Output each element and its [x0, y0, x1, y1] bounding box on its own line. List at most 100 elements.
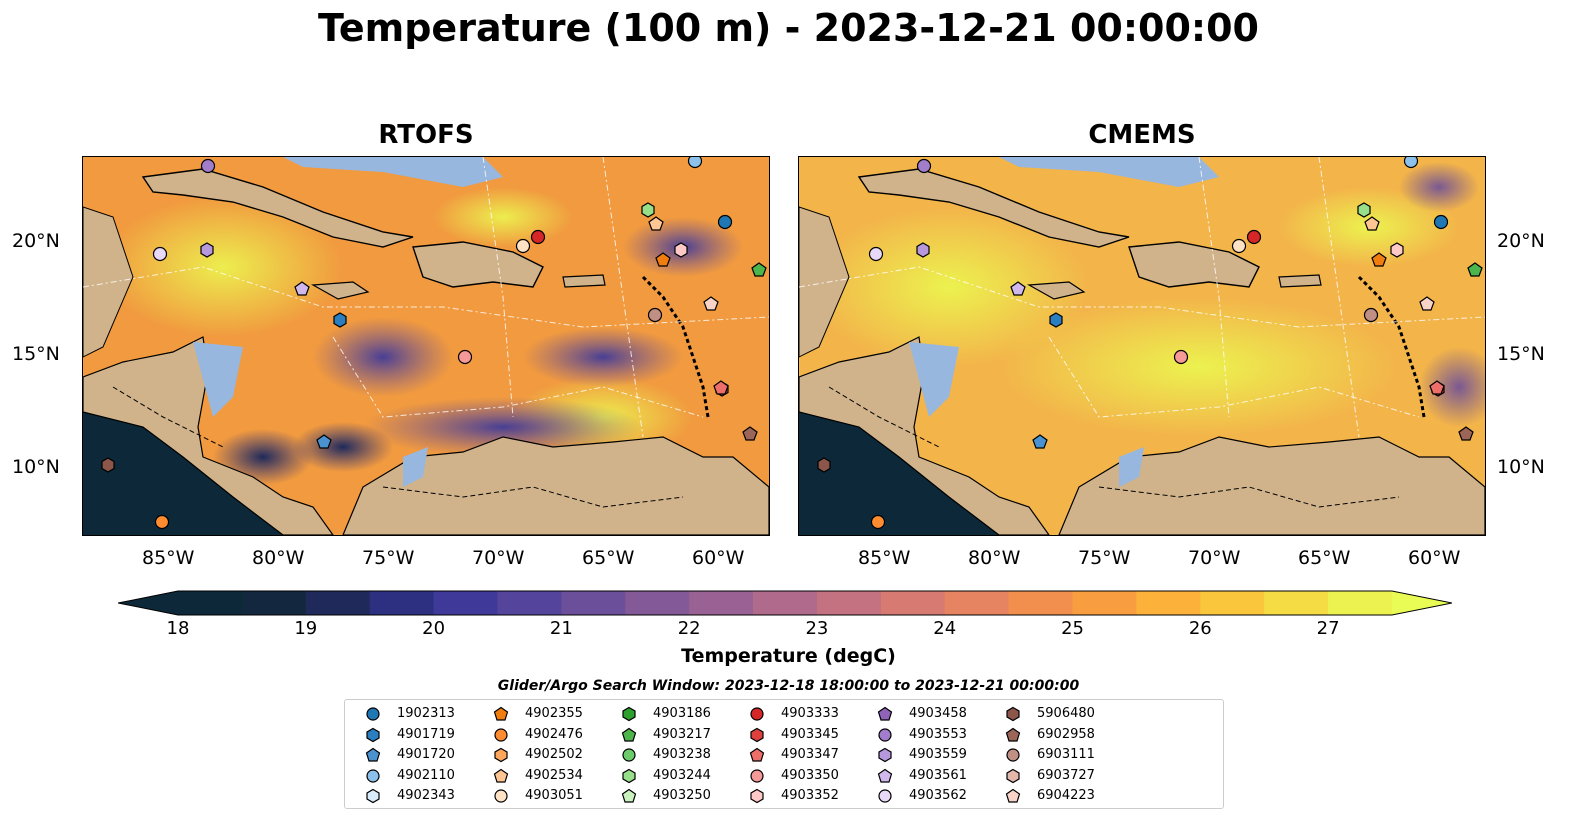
- legend-item-label: 1902313: [397, 706, 455, 721]
- hexagon-marker-icon: [1006, 768, 1020, 783]
- yucatan-shelf: [193, 342, 243, 417]
- colorbar-segment: [1264, 591, 1329, 615]
- maracaibo: [403, 447, 428, 487]
- legend-item-label: 4903186: [653, 706, 711, 721]
- yucatan: [799, 206, 850, 358]
- legend-item-label: 4903562: [909, 788, 967, 803]
- warm-patch: [103, 197, 343, 337]
- pentagon-marker-icon: [621, 727, 637, 742]
- float-markers-cmems[interactable]: [817, 157, 1483, 530]
- eez-line: [799, 266, 1485, 328]
- colorbar-tick-label: 22: [677, 618, 701, 639]
- pentagon-marker-icon: [493, 768, 509, 783]
- border-line: [1098, 486, 1400, 508]
- hexagon-marker-icon: [494, 747, 508, 763]
- eez-line: [83, 266, 769, 328]
- circle-marker-icon: [366, 707, 380, 721]
- legend-item-label: 6903727: [1037, 767, 1095, 783]
- legend-item-label: 4902343: [397, 788, 455, 803]
- colorbar-segment: [944, 591, 1010, 615]
- pentagon-marker-icon: [493, 706, 509, 721]
- colorbar-segment: [1072, 591, 1137, 615]
- lon-label-right-80w: 80°W: [968, 547, 1021, 569]
- eez-line: [482, 157, 514, 418]
- pentagon-marker-icon: [749, 747, 765, 762]
- legend-item-label: 4903250: [653, 788, 711, 803]
- map-rtofs[interactable]: [82, 156, 770, 536]
- warm-patch: [433, 187, 573, 247]
- legend-item-label: 4903333: [781, 706, 839, 721]
- panel-title-rtofs: RTOFS: [378, 120, 474, 150]
- yucatan: [83, 206, 134, 358]
- legend-item-label: 4903352: [781, 788, 839, 803]
- bahamas-shelf: [283, 157, 503, 187]
- eez-line: [1198, 157, 1230, 418]
- lat-label-left-20: 20°N: [12, 230, 60, 252]
- colorbar-segment: [689, 591, 754, 615]
- map-rtofs-canvas: [83, 157, 769, 535]
- colorbar-label: Temperature (degC): [681, 645, 896, 667]
- maracaibo: [1119, 447, 1144, 487]
- circle-marker-icon: [494, 789, 508, 803]
- circle-marker-icon: [878, 789, 892, 803]
- warm-patch: [999, 297, 1399, 437]
- colorbar-segment: [1136, 591, 1201, 615]
- eez-line: [602, 157, 644, 438]
- colorbar-tick-label: 20: [422, 618, 446, 639]
- lon-label-left-65w: 65°W: [582, 547, 635, 569]
- border-line: [112, 386, 224, 448]
- colorbar-tick-label: 25: [1061, 618, 1084, 639]
- colorbar-segment: [433, 591, 498, 615]
- legend-item-label: 4902534: [525, 767, 583, 783]
- colorbar-canvas: [117, 590, 1453, 616]
- legend-item-label: 4903238: [653, 747, 711, 762]
- lon-label-left-85w: 85°W: [142, 547, 195, 569]
- circle-marker-icon: [622, 748, 636, 762]
- circle-marker-icon: [878, 727, 892, 742]
- legend-item-label: 6904223: [1037, 788, 1095, 803]
- colorbar-tick-label: 26: [1188, 618, 1212, 639]
- map-cmems-canvas: [799, 157, 1485, 535]
- colorbar-segment: [880, 591, 946, 615]
- yucatan-shelf: [909, 342, 959, 417]
- bahamas-shelf: [999, 157, 1219, 187]
- colorbar-segment: [241, 591, 307, 615]
- lat-label-right-15: 15°N: [1497, 343, 1545, 365]
- cold-eddy: [293, 422, 393, 472]
- circle-marker-icon: [1006, 748, 1020, 762]
- colorbar-segment: [497, 591, 562, 615]
- hexagon-marker-icon: [622, 706, 636, 722]
- cuba: [857, 168, 1130, 248]
- legend-item-label: 4903553: [909, 726, 967, 742]
- circle-marker-icon: [494, 727, 508, 742]
- legend-item-label: 6903111: [1037, 747, 1095, 762]
- hexagon-marker-icon: [366, 727, 380, 742]
- lon-label-right-85w: 85°W: [858, 547, 911, 569]
- jamaica: [310, 281, 370, 300]
- lon-label-left-60w: 60°W: [692, 547, 745, 569]
- colorbar-tick-label: 21: [549, 618, 573, 639]
- colorbar-tick-label: 18: [166, 618, 190, 639]
- colorbar: [117, 590, 1453, 616]
- eez-line: [1318, 157, 1360, 438]
- lon-label-right-70w: 70°W: [1188, 547, 1241, 569]
- float-markers-rtofs[interactable]: [101, 157, 767, 530]
- hispaniola: [412, 241, 544, 288]
- hexagon-marker-icon: [750, 788, 764, 804]
- colorbar-tick-label: 19: [294, 618, 318, 639]
- colorbar-segment: [305, 591, 371, 615]
- legend-title: Glider/Argo Search Window: 2023-12-18 18…: [497, 678, 1080, 694]
- lat-label-right-10: 10°N: [1497, 456, 1545, 478]
- legend-item-label: 4902355: [525, 706, 583, 721]
- colorbar-over-extension: [1392, 591, 1452, 615]
- cool-patch: [1419, 347, 1485, 427]
- legend-box: 1902313 4901719 4901720 4902110 4902343 49023…: [344, 699, 1224, 809]
- colorbar-segment: [1328, 591, 1393, 615]
- legend-item-label: 4902476: [525, 726, 583, 742]
- map-cmems[interactable]: [798, 156, 1486, 536]
- puerto-rico: [562, 274, 606, 288]
- colorbar-segment: [1008, 591, 1074, 615]
- legend-item-label: 4903217: [653, 726, 711, 742]
- circle-marker-icon: [366, 768, 380, 783]
- colorbar-under-extension: [118, 591, 178, 615]
